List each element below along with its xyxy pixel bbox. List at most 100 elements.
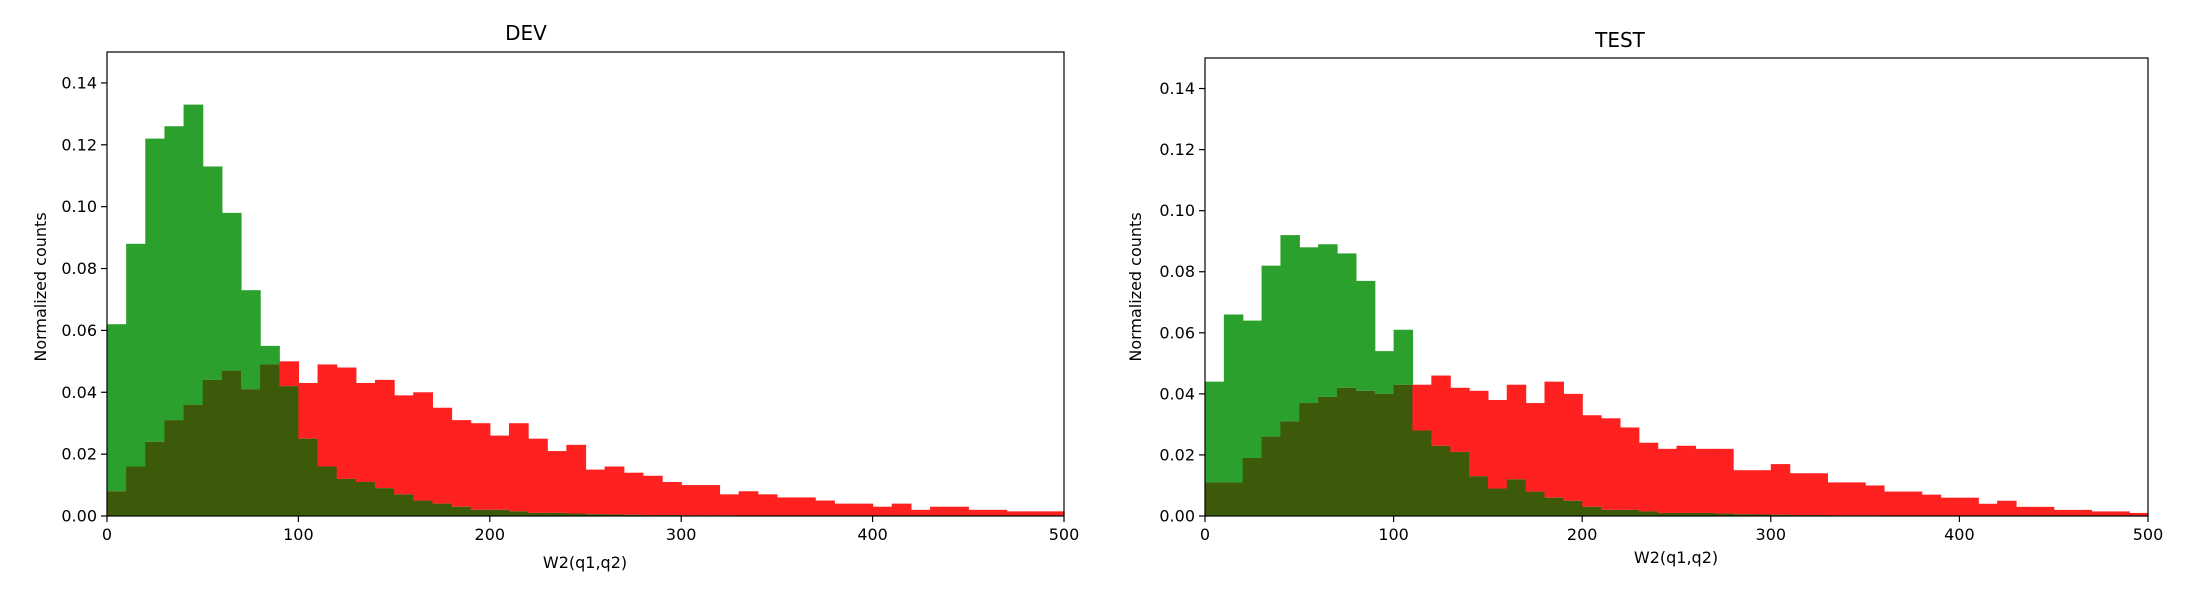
test-y-tick-label: 0.02 — [1159, 445, 1195, 464]
dev-bar-red — [374, 379, 395, 489]
test-bar-red — [1525, 403, 1546, 492]
test-bar-overlap — [1393, 384, 1414, 516]
test-bar-red — [2034, 506, 2055, 516]
dev-bar-red — [853, 503, 874, 516]
test-bar-overlap — [1619, 509, 1640, 516]
test-bar-red — [1846, 482, 1866, 516]
test-bar-red — [1827, 482, 1847, 516]
test-bar-green — [1205, 381, 1225, 483]
dev-bar-red — [796, 497, 816, 516]
test-bar-overlap — [1563, 500, 1583, 516]
dev-bar-overlap — [374, 488, 395, 516]
test-bar-red — [1789, 473, 1810, 516]
test-bar-overlap — [1242, 457, 1263, 516]
test-bar-red — [1770, 464, 1791, 515]
dev-bar-red — [604, 466, 625, 515]
dev-y-tick-label: 0.10 — [61, 197, 97, 216]
test-x-tick-label: 300 — [1756, 525, 1787, 544]
dev-bar-overlap — [451, 506, 472, 516]
dev-x-tick-label: 400 — [857, 525, 888, 544]
test-bars — [1205, 235, 2149, 516]
test-bar-red — [1883, 491, 1904, 516]
dev-bar-red — [623, 472, 644, 515]
dev-bar-red — [642, 475, 663, 516]
test-bar-overlap — [1205, 482, 1225, 516]
dev-bar-overlap — [623, 514, 644, 516]
test-bar-green — [1318, 244, 1338, 397]
test-bar-green — [1261, 265, 1282, 437]
test-bar-red — [1450, 387, 1470, 452]
dev-bar-overlap — [355, 481, 376, 516]
test-bar-overlap — [1714, 513, 1734, 516]
dev-bar-red — [681, 485, 701, 516]
test-bar-green — [1393, 329, 1414, 385]
dev-bar-red — [394, 395, 414, 495]
dev-bar-overlap — [547, 512, 567, 516]
test-bar-red — [1751, 470, 1772, 515]
test-bar-red — [1469, 390, 1489, 477]
dev-bar-green — [240, 290, 261, 390]
test-axes-frame — [1204, 57, 2149, 517]
test-bar-overlap — [1374, 393, 1395, 516]
dev-bar-green — [221, 212, 242, 371]
test-bar-red — [1940, 497, 1960, 516]
test-bar-overlap — [1412, 430, 1432, 516]
dev-bar-overlap — [470, 509, 491, 516]
dev-x-tick-label: 100 — [283, 525, 314, 544]
test-bar-overlap — [1337, 387, 1357, 516]
dev-bar-overlap — [164, 420, 185, 516]
test-bar-green — [1299, 247, 1319, 404]
dev-bar-red — [470, 423, 491, 510]
dev-y-tick-label: 0.02 — [61, 445, 97, 464]
dev-bar-overlap — [298, 438, 319, 516]
dev-bar-red — [949, 506, 969, 516]
test-bar-overlap — [1431, 445, 1451, 516]
dev-bar-red — [719, 494, 740, 516]
dev-bar-red — [891, 503, 912, 516]
test-bar-red — [1412, 384, 1432, 431]
test-bar-red — [1563, 393, 1583, 501]
test-bar-overlap — [1223, 482, 1244, 516]
test-bar-overlap — [1450, 451, 1470, 516]
dev-bar-overlap — [240, 389, 261, 516]
test-bar-red — [1638, 442, 1659, 512]
dev-axes-frame — [106, 51, 1065, 517]
dev-x-axis-label: W2(q1,q2) — [543, 553, 627, 572]
test-y-tick-label: 0.08 — [1159, 262, 1195, 281]
dev-bar-red — [451, 420, 472, 507]
dev-bar-red — [738, 491, 759, 516]
test-ticks: 0 100 200 300 400 500 0.00 0.02 0.04 0.06 0.08 0.10… — [1159, 79, 2163, 544]
test-bar-red — [1506, 384, 1527, 480]
test-bar-red — [2072, 509, 2093, 516]
dev-bar-overlap — [394, 494, 414, 516]
dev-bar-red — [1006, 511, 1027, 516]
test-bar-green — [1223, 314, 1244, 483]
test-bar-overlap — [1506, 479, 1527, 516]
dev-bar-overlap — [260, 364, 280, 516]
test-bar-overlap — [1280, 421, 1300, 516]
test-bar-red — [1921, 494, 1942, 516]
test-bar-red — [1544, 381, 1564, 498]
test-x-tick-label: 0 — [1200, 525, 1210, 544]
dev-bar-green — [126, 243, 146, 467]
dev-bar-green — [260, 345, 280, 365]
dev-bar-green — [183, 104, 204, 405]
test-bar-red — [1714, 448, 1734, 514]
dev-y-tick-label: 0.06 — [61, 321, 97, 340]
test-bar-red — [1865, 485, 1885, 516]
test-bar-overlap — [1261, 436, 1282, 516]
test-bar-red — [1601, 418, 1621, 510]
test-y-tick-label: 0.14 — [1159, 79, 1195, 98]
dev-bar-green — [164, 126, 185, 421]
test-bar-overlap — [1695, 512, 1715, 516]
test-bar-red — [1431, 375, 1451, 446]
test-chart-svg: TEST 0 100 200 300 400 500 0.00 0.02 0.04 0.06 0.0… — [1126, 28, 2163, 567]
test-bar-red — [2015, 506, 2036, 516]
test-bar-green — [1337, 253, 1357, 388]
dev-bar-overlap — [432, 503, 453, 516]
dev-x-tick-label: 0 — [102, 525, 112, 544]
test-bar-overlap — [1733, 514, 1753, 516]
dev-bar-red — [776, 497, 797, 516]
dev-bar-overlap — [221, 370, 242, 516]
test-bar-overlap — [1525, 491, 1546, 516]
